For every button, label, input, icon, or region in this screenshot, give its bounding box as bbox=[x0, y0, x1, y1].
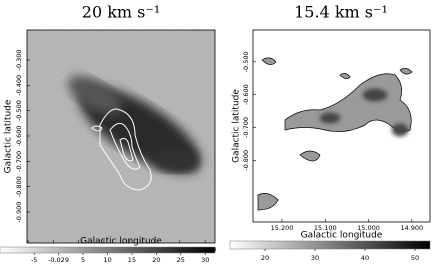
colorbar-tick-label: 10 bbox=[103, 256, 111, 264]
x-tick-label: 15.200 bbox=[271, 224, 294, 232]
y-tick-label: -0.600 bbox=[15, 126, 23, 147]
colorbar bbox=[229, 240, 431, 250]
colorbar-tick-label: 5 bbox=[81, 256, 85, 264]
colorbar-tick-label: 40 bbox=[361, 254, 369, 262]
colorbar-tick-label: 30 bbox=[311, 254, 319, 262]
x-tick-label: 15.100 bbox=[314, 224, 337, 232]
y-tick-label: -0.800 bbox=[242, 150, 250, 171]
map-image bbox=[253, 30, 430, 222]
colorbar-tick-label: 25 bbox=[177, 256, 185, 264]
map-image bbox=[27, 30, 215, 243]
x-axis-label: Galactic longitude bbox=[301, 231, 383, 241]
plot-frame bbox=[26, 29, 216, 244]
colorbar-tick-label: 30 bbox=[201, 256, 209, 264]
colorbar-tick-label: -0.029 bbox=[48, 256, 69, 264]
plot-frame bbox=[252, 29, 431, 223]
y-tick-label: -0.700 bbox=[15, 151, 23, 172]
colorbar bbox=[0, 246, 216, 254]
x-tick-label: 15.000 bbox=[357, 224, 380, 232]
panel-title: 20 km s⁻¹ bbox=[82, 3, 160, 22]
y-tick-label: -0.700 bbox=[242, 117, 250, 138]
y-axis-label: Galactic latitude bbox=[232, 89, 242, 163]
panel-title: 15.4 km s⁻¹ bbox=[294, 3, 388, 22]
y-tick-label: -0.500 bbox=[242, 51, 250, 72]
y-tick-label: -0.800 bbox=[15, 176, 23, 197]
y-tick-label: -0.400 bbox=[15, 75, 23, 96]
colorbar-tick-label: 50 bbox=[411, 254, 419, 262]
colorbar-tick-label: 15 bbox=[128, 256, 136, 264]
colorbar-tick-label: -5 bbox=[31, 256, 37, 264]
y-tick-label: -0.500 bbox=[15, 100, 23, 121]
y-tick-label: -0.300 bbox=[15, 49, 23, 70]
y-tick-label: -0.900 bbox=[15, 202, 23, 223]
y-axis-label: Galactic latitude bbox=[4, 99, 14, 173]
y-tick-label: -0.600 bbox=[242, 84, 250, 105]
x-tick-label: 14.900 bbox=[400, 224, 423, 232]
colorbar-tick-label: 20 bbox=[152, 256, 160, 264]
x-axis-label: Galactic longitude bbox=[80, 237, 162, 247]
colorbar-tick-label: 20 bbox=[261, 254, 269, 262]
